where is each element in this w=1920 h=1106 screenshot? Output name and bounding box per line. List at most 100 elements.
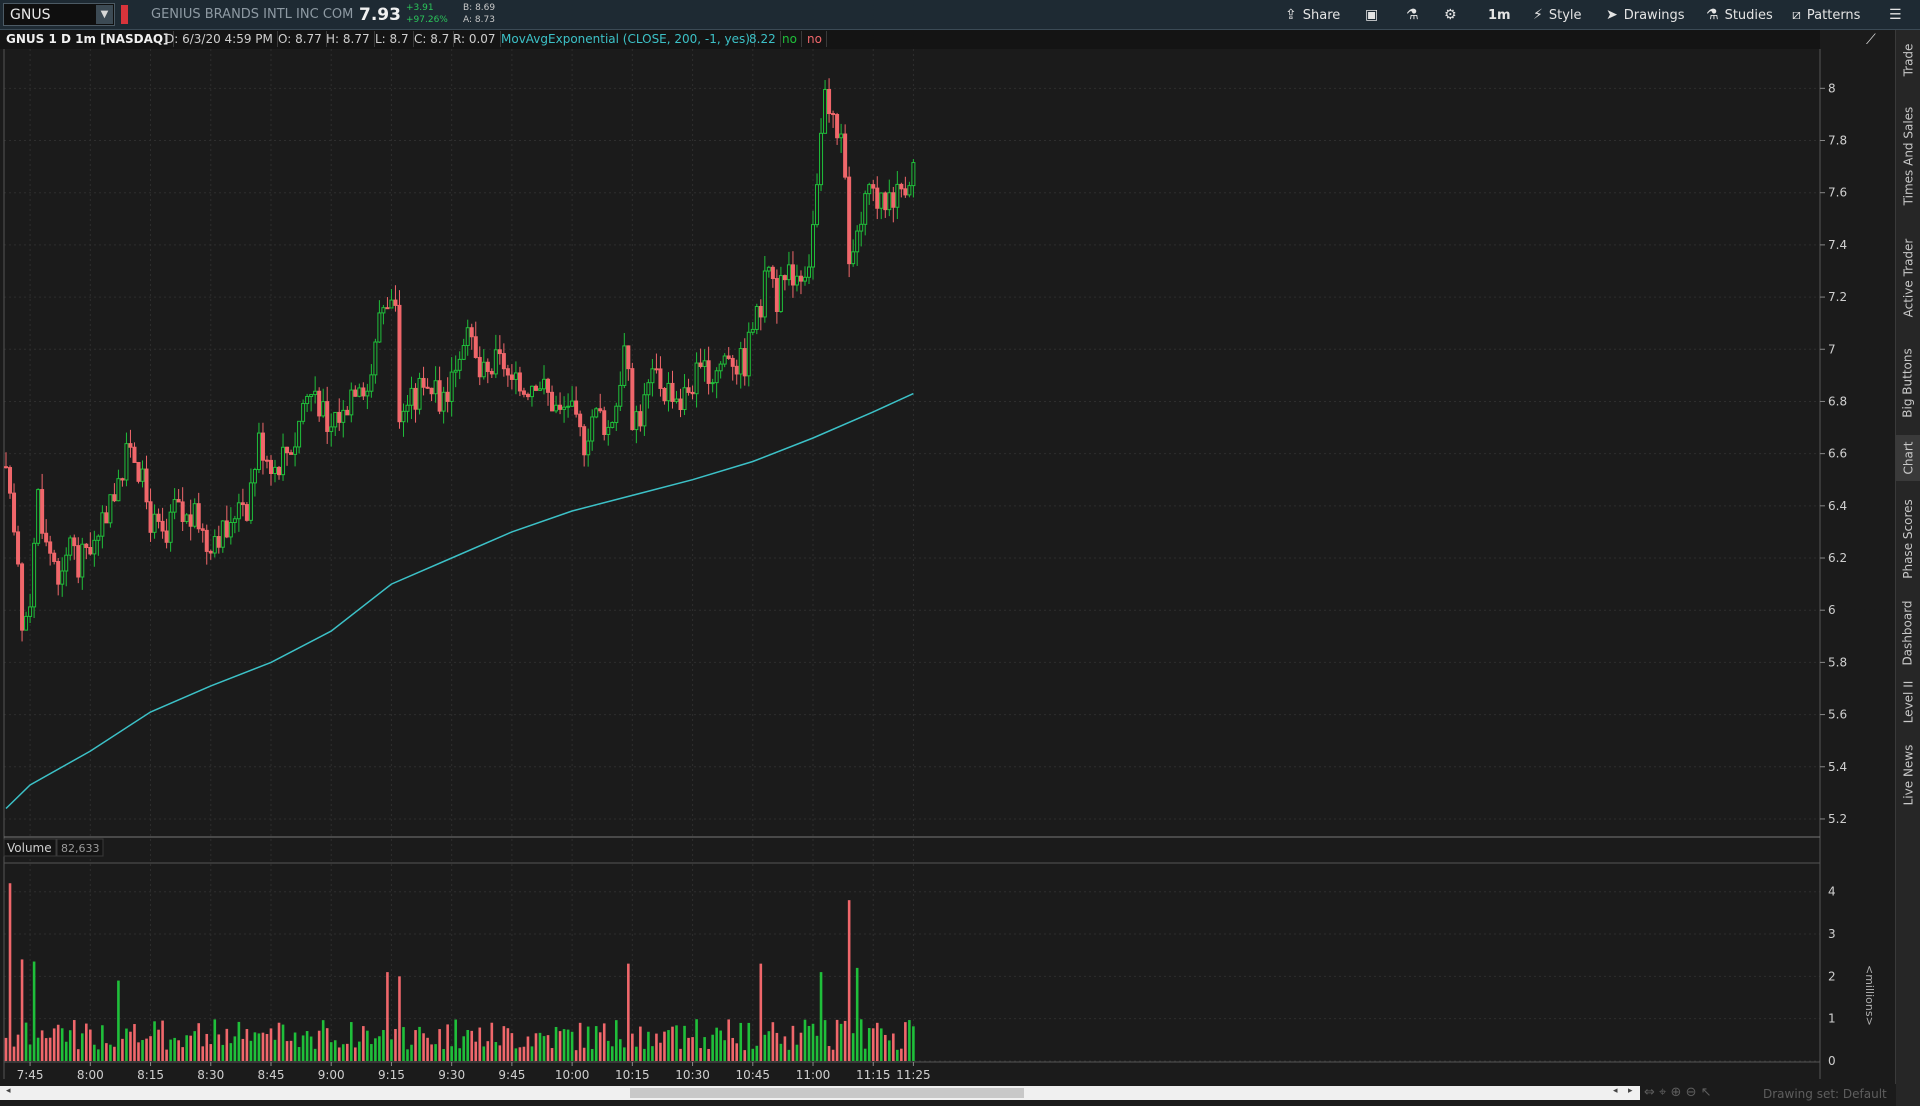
scroll-left-icon[interactable]: ◂: [6, 1086, 11, 1096]
candle: [76, 545, 81, 578]
expand-icon[interactable]: ⇔: [1644, 1085, 1655, 1100]
candle: [899, 183, 904, 190]
time-tick-label: 11:15: [856, 1068, 891, 1082]
volume-bar: [438, 1029, 441, 1061]
candle: [228, 521, 233, 538]
chart-mode-button[interactable]: ⟋: [1852, 30, 1896, 52]
candle: [172, 499, 177, 513]
candle: [72, 537, 77, 547]
candle: [457, 358, 462, 371]
chart-title[interactable]: GNUS 1 D 1m [NASDAQ]: [2, 31, 174, 47]
candle: [722, 355, 727, 365]
volume-bar: [699, 1048, 702, 1061]
candle: [891, 192, 896, 208]
volume-bar: [394, 1028, 397, 1061]
symbol-input[interactable]: GNUS ▼: [3, 3, 115, 26]
candle: [823, 89, 828, 134]
candle: [68, 537, 73, 556]
candle: [887, 192, 892, 211]
candle: [505, 368, 510, 376]
zoom-in-icon[interactable]: ⊕: [1670, 1085, 1682, 1100]
chevron-down-icon[interactable]: ▼: [96, 5, 113, 24]
zoom-out-icon[interactable]: ⊖: [1685, 1085, 1697, 1100]
volume-bar: [590, 1048, 594, 1061]
settings-button[interactable]: ⚙: [1444, 3, 1457, 27]
volume-bar: [225, 1028, 229, 1061]
candle: [570, 400, 575, 407]
tab-trade[interactable]: Trade: [1901, 43, 1916, 77]
studies-lab-button[interactable]: ⚗: [1406, 3, 1419, 27]
share-button[interactable]: ⇪ Share: [1285, 3, 1340, 27]
candle: [762, 270, 767, 318]
candle: [529, 385, 534, 398]
drawings-button[interactable]: ➤ Drawings: [1606, 3, 1685, 27]
scrollbar-thumb[interactable]: [630, 1088, 1024, 1098]
volume-bar: [795, 1044, 799, 1061]
style-button[interactable]: ⚡ Style: [1533, 3, 1582, 27]
volume-bar: [289, 1040, 293, 1061]
time-tick-label: 9:45: [498, 1068, 525, 1082]
aggregation-button[interactable]: 1m: [1488, 3, 1511, 27]
volume-bar: [502, 1026, 506, 1061]
scroll-left-icon[interactable]: ◂: [1613, 1086, 1618, 1096]
chart-info-bar: GNUS 1 D 1m [NASDAQ] D: 6/3/20 4:59 PM O…: [0, 30, 1820, 50]
volume-bar: [582, 1047, 586, 1061]
cursor-icon[interactable]: ↖: [1700, 1085, 1712, 1100]
volume-bar: [506, 1028, 510, 1061]
symbol-color-flag[interactable]: [121, 5, 128, 24]
bar-close: C: 8.7: [410, 31, 455, 47]
volume-bar: [422, 1033, 425, 1061]
volume-bar: [36, 1037, 40, 1061]
volume-bar: [185, 1035, 188, 1061]
tab-live-news[interactable]: Live News: [1901, 744, 1915, 806]
volume-bar: [313, 1048, 317, 1061]
candle: [501, 353, 506, 370]
candle: [859, 223, 864, 232]
candle: [417, 377, 422, 410]
volume-bar: [181, 1047, 184, 1061]
tab-times-and-sales[interactable]: Times And Sales: [1901, 106, 1915, 206]
volume-bar: [659, 1042, 662, 1061]
tab-level-ii[interactable]: Level II: [1901, 680, 1916, 724]
candle: [718, 363, 723, 372]
crosshair-icon[interactable]: ⌖: [1659, 1085, 1667, 1100]
scroll-right-icon[interactable]: ▸: [1628, 1086, 1633, 1096]
candle: [100, 512, 105, 537]
candle: [654, 368, 659, 371]
price-chart[interactable]: 5.25.45.65.866.26.46.66.877.27.47.67.88 …: [0, 49, 1896, 1085]
candle: [433, 380, 438, 395]
patterns-button[interactable]: ⧄ Patterns: [1792, 3, 1860, 27]
candle: [473, 336, 478, 358]
candle: [606, 426, 611, 435]
volume-bar: [442, 1049, 445, 1061]
volume-bar: [40, 1030, 44, 1061]
volume-tick-label: 0: [1828, 1054, 1836, 1068]
price-tick-label: 7: [1828, 342, 1836, 356]
study-label[interactable]: MovAvgExponential (CLOSE, 200, -1, yes): [497, 31, 755, 47]
volume-bar: [667, 1030, 670, 1061]
candle: [835, 114, 840, 139]
candle: [642, 394, 647, 427]
volume-bar: [297, 1047, 301, 1061]
candle: [875, 187, 880, 209]
tab-active-trader[interactable]: Active Trader: [1901, 238, 1916, 318]
tab-chart[interactable]: Chart: [1896, 435, 1920, 481]
volume-bar: [490, 1022, 494, 1061]
candle: [618, 384, 623, 407]
volume-bar: [478, 1027, 482, 1061]
candle: [329, 426, 334, 432]
volume-bar: [265, 1034, 269, 1061]
menu-button[interactable]: ☰: [1889, 3, 1902, 27]
candle: [678, 398, 683, 411]
snapshot-button[interactable]: ▣: [1365, 3, 1378, 27]
candle: [546, 378, 551, 393]
tab-big-buttons[interactable]: Big Buttons: [1901, 348, 1916, 418]
candle: [24, 615, 29, 631]
volume-bar: [542, 1036, 546, 1061]
volume-bar: [109, 1044, 112, 1061]
studies-button[interactable]: ⚗ Studies: [1706, 3, 1773, 27]
tab-phase-scores[interactable]: Phase Scores: [1901, 499, 1916, 579]
volume-bar: [129, 1031, 132, 1061]
candle: [650, 368, 655, 384]
volume-bar: [406, 1049, 409, 1061]
